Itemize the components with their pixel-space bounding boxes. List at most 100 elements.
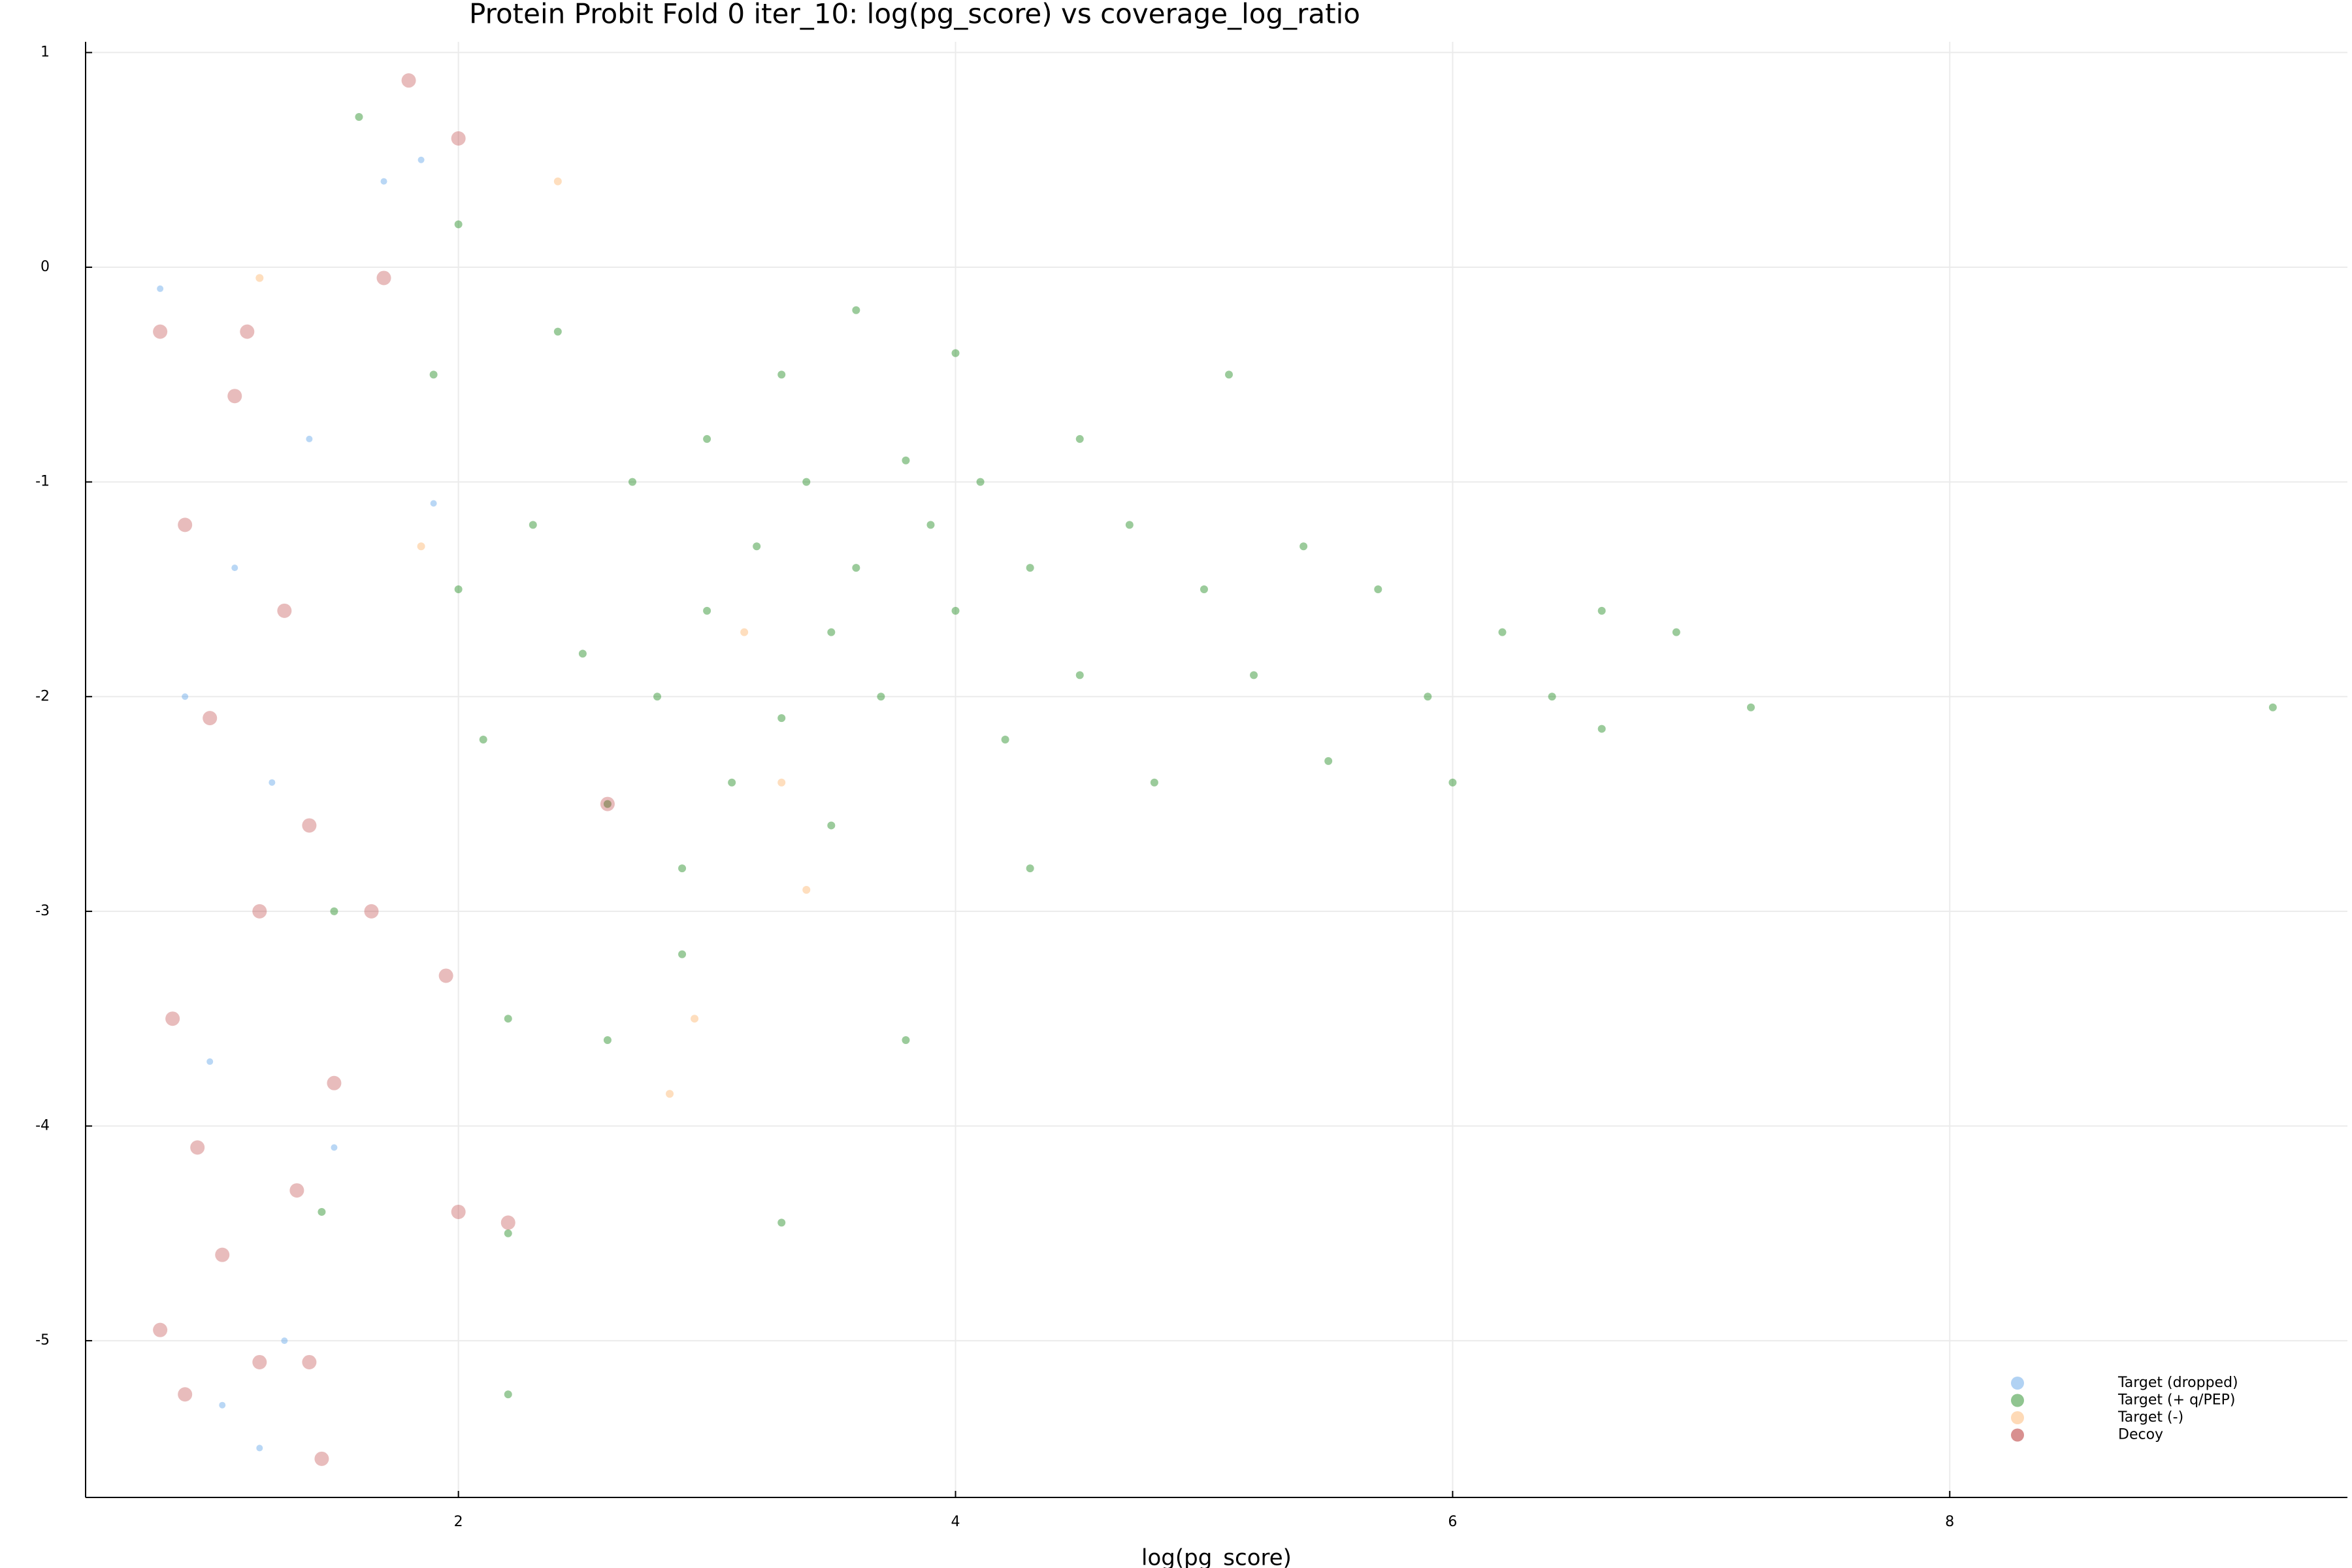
point (1746, 703, 1755, 711)
point (926, 521, 935, 529)
point (306, 435, 313, 442)
point (178, 1387, 193, 1402)
point (802, 478, 811, 486)
point (777, 714, 786, 723)
x-tick-label: 6 (1448, 1514, 1457, 1530)
point (777, 778, 786, 787)
point (600, 796, 615, 811)
point (578, 649, 587, 658)
point (1448, 778, 1457, 787)
point (740, 628, 749, 636)
point (1200, 585, 1208, 593)
point (231, 564, 238, 572)
point (691, 1015, 699, 1023)
point (1125, 521, 1134, 529)
point (417, 542, 425, 551)
y-tick-label: -4 (35, 1117, 50, 1134)
point (628, 478, 636, 486)
point (330, 907, 338, 915)
point (314, 1451, 329, 1466)
point (1026, 864, 1034, 873)
point (802, 886, 811, 894)
point (902, 1036, 910, 1045)
point (178, 517, 193, 532)
y-tick-label: -3 (35, 903, 50, 919)
point (451, 131, 466, 146)
point (376, 270, 391, 286)
point (454, 220, 463, 229)
y-tick-label: 1 (41, 44, 50, 60)
point (1672, 628, 1680, 636)
point (1026, 564, 1034, 572)
point (302, 818, 317, 833)
point (153, 324, 168, 339)
point (331, 1144, 338, 1151)
point (1597, 606, 1606, 615)
point (951, 606, 960, 615)
point (529, 521, 537, 529)
point (553, 177, 562, 186)
point (401, 73, 416, 88)
point (269, 779, 276, 786)
point (1075, 434, 1084, 443)
point (318, 1207, 326, 1216)
point (1424, 693, 1432, 701)
point (252, 1354, 267, 1369)
legend-marker (2011, 1377, 2024, 1390)
point (553, 327, 562, 336)
point (302, 1354, 317, 1369)
point (157, 285, 164, 292)
point (153, 1322, 168, 1337)
point (1548, 693, 1556, 701)
point (852, 564, 860, 572)
point (827, 628, 836, 636)
point (215, 1247, 230, 1262)
point (603, 1036, 612, 1045)
x-tick-label: 4 (951, 1514, 960, 1530)
point (653, 693, 662, 701)
point (1498, 628, 1507, 636)
point (777, 370, 786, 379)
x-tick-label: 2 (454, 1514, 463, 1530)
point (504, 1390, 512, 1399)
point (219, 1401, 226, 1409)
point (252, 904, 267, 919)
point (703, 434, 711, 443)
point (429, 370, 438, 379)
point (355, 113, 363, 122)
legend-marker (2011, 1411, 2024, 1424)
point (380, 178, 387, 185)
y-tick-label: 0 (41, 259, 50, 275)
point (479, 735, 487, 743)
point (1324, 757, 1333, 765)
point (777, 1218, 786, 1227)
point (666, 1090, 674, 1098)
point (852, 306, 860, 314)
y-tick-label: -1 (35, 474, 50, 490)
point (1001, 735, 1009, 743)
point (165, 1011, 180, 1026)
point (1150, 778, 1158, 787)
legend-marker (2011, 1394, 2024, 1407)
point (190, 1140, 205, 1155)
point (902, 456, 910, 465)
x-axis-label: log(pg_score) (1141, 1545, 1292, 1568)
point (976, 478, 985, 486)
point (728, 778, 736, 787)
y-tick-label: -5 (35, 1332, 50, 1348)
legend-label: Decoy (2118, 1427, 2163, 1443)
point (203, 711, 218, 726)
point (451, 1204, 466, 1219)
point (1250, 671, 1258, 679)
point (603, 800, 612, 808)
point (327, 1075, 342, 1090)
point (2268, 703, 2277, 711)
point (430, 500, 437, 507)
legend-marker (2011, 1428, 2024, 1442)
point (951, 349, 960, 357)
point (703, 606, 711, 615)
point (678, 950, 687, 958)
point (504, 1229, 512, 1237)
point (504, 1015, 512, 1023)
